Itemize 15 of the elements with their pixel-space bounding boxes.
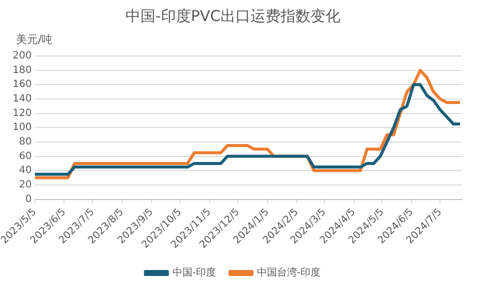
y-tick-label: 40 — [19, 165, 32, 176]
y-tick-label: 60 — [19, 150, 32, 162]
y-tick-label: 200 — [12, 50, 32, 62]
legend-label: 中国-印度 — [172, 266, 216, 279]
y-tick-label: 80 — [19, 136, 32, 148]
y-tick-label: 20 — [19, 180, 32, 191]
y-tick-label: 120 — [12, 108, 32, 119]
y-axis-title: 美元/吨 — [16, 32, 53, 46]
y-tick-label: 180 — [12, 64, 32, 76]
y-tick-label: 100 — [12, 122, 32, 134]
legend-label: 中国台湾-印度 — [257, 266, 321, 279]
y-tick-label: 140 — [12, 94, 32, 105]
y-tick-label: 160 — [12, 79, 32, 90]
y-tick-label: 0 — [25, 194, 32, 205]
chart-title: 中国-印度PVC出口运费指数变化 — [125, 6, 341, 25]
